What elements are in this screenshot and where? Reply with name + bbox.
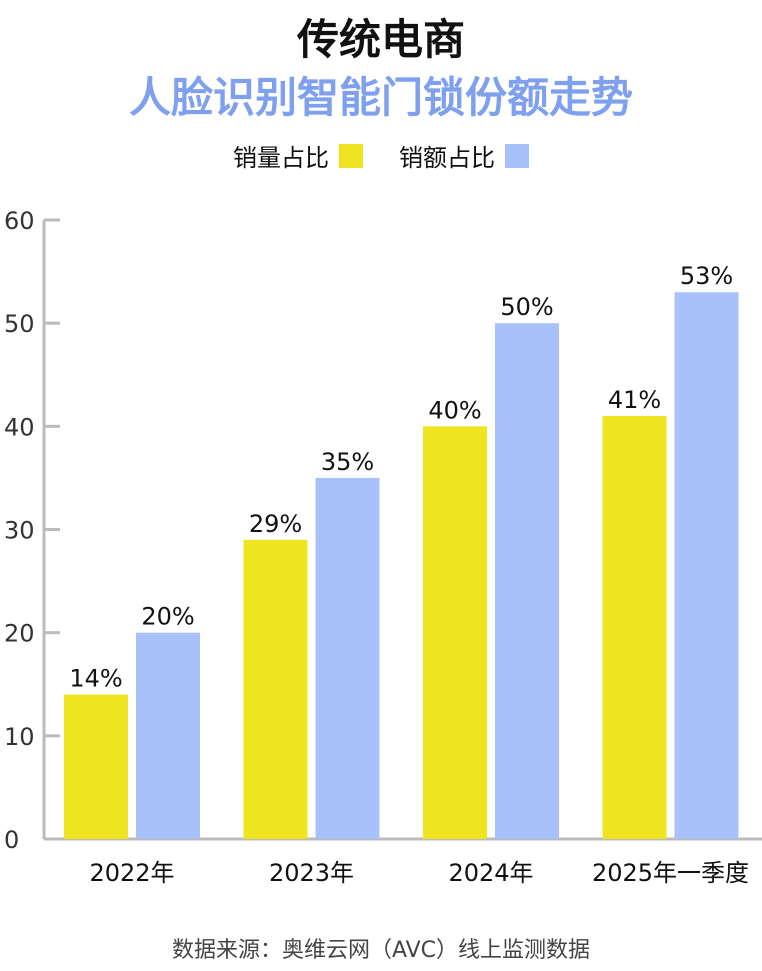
y-tick-label: 10 bbox=[4, 723, 35, 751]
bar-volume bbox=[64, 694, 128, 839]
legend-label-volume: 销量占比 bbox=[233, 144, 329, 172]
data-label: 50% bbox=[500, 293, 553, 321]
x-tick-label: 2025年一季度 bbox=[592, 859, 749, 887]
legend-item-revenue: 销额占比 bbox=[399, 138, 529, 173]
chart-title: 传统电商 bbox=[296, 15, 465, 64]
bar-chart: 0 10 20 30 40 50 60 14% 20% 2022年 29% 35% 2023年 40% 50… bbox=[4, 207, 762, 887]
data-label: 14% bbox=[69, 665, 122, 693]
bar-volume bbox=[243, 539, 308, 839]
legend: 销量占比 销额占比 bbox=[0, 138, 762, 173]
legend-item-volume: 销量占比 bbox=[233, 138, 363, 173]
y-tick-label: 40 bbox=[4, 413, 35, 441]
data-label: 20% bbox=[141, 603, 194, 631]
data-label: 41% bbox=[608, 386, 661, 414]
y-tick-label: 60 bbox=[4, 207, 35, 235]
y-tick-label: 50 bbox=[4, 310, 35, 338]
y-tick-label: 0 bbox=[4, 826, 19, 854]
data-label: 29% bbox=[249, 510, 302, 538]
legend-swatch-volume bbox=[339, 143, 363, 168]
bar-revenue bbox=[315, 477, 380, 839]
bar-revenue bbox=[495, 323, 559, 840]
x-tick-label: 2023年 bbox=[269, 859, 354, 887]
data-label: 40% bbox=[428, 396, 481, 424]
x-tick-label: 2022年 bbox=[89, 859, 174, 887]
y-tick-label: 20 bbox=[4, 620, 35, 648]
y-tick-label: 30 bbox=[4, 517, 35, 545]
legend-label-revenue: 销额占比 bbox=[399, 144, 495, 172]
bar-volume bbox=[423, 426, 487, 839]
chart-subtitle: 人脸识别智能门锁份额走势 bbox=[128, 73, 633, 122]
legend-swatch-revenue bbox=[505, 143, 529, 168]
bar-volume bbox=[602, 416, 667, 839]
data-label: 35% bbox=[321, 448, 374, 476]
data-label: 53% bbox=[680, 262, 733, 290]
x-tick-label: 2024年 bbox=[448, 859, 533, 887]
bar-revenue bbox=[136, 632, 200, 839]
data-source-note: 数据来源：奥维云网（AVC）线上监测数据 bbox=[171, 938, 591, 963]
bar-revenue bbox=[674, 292, 739, 839]
